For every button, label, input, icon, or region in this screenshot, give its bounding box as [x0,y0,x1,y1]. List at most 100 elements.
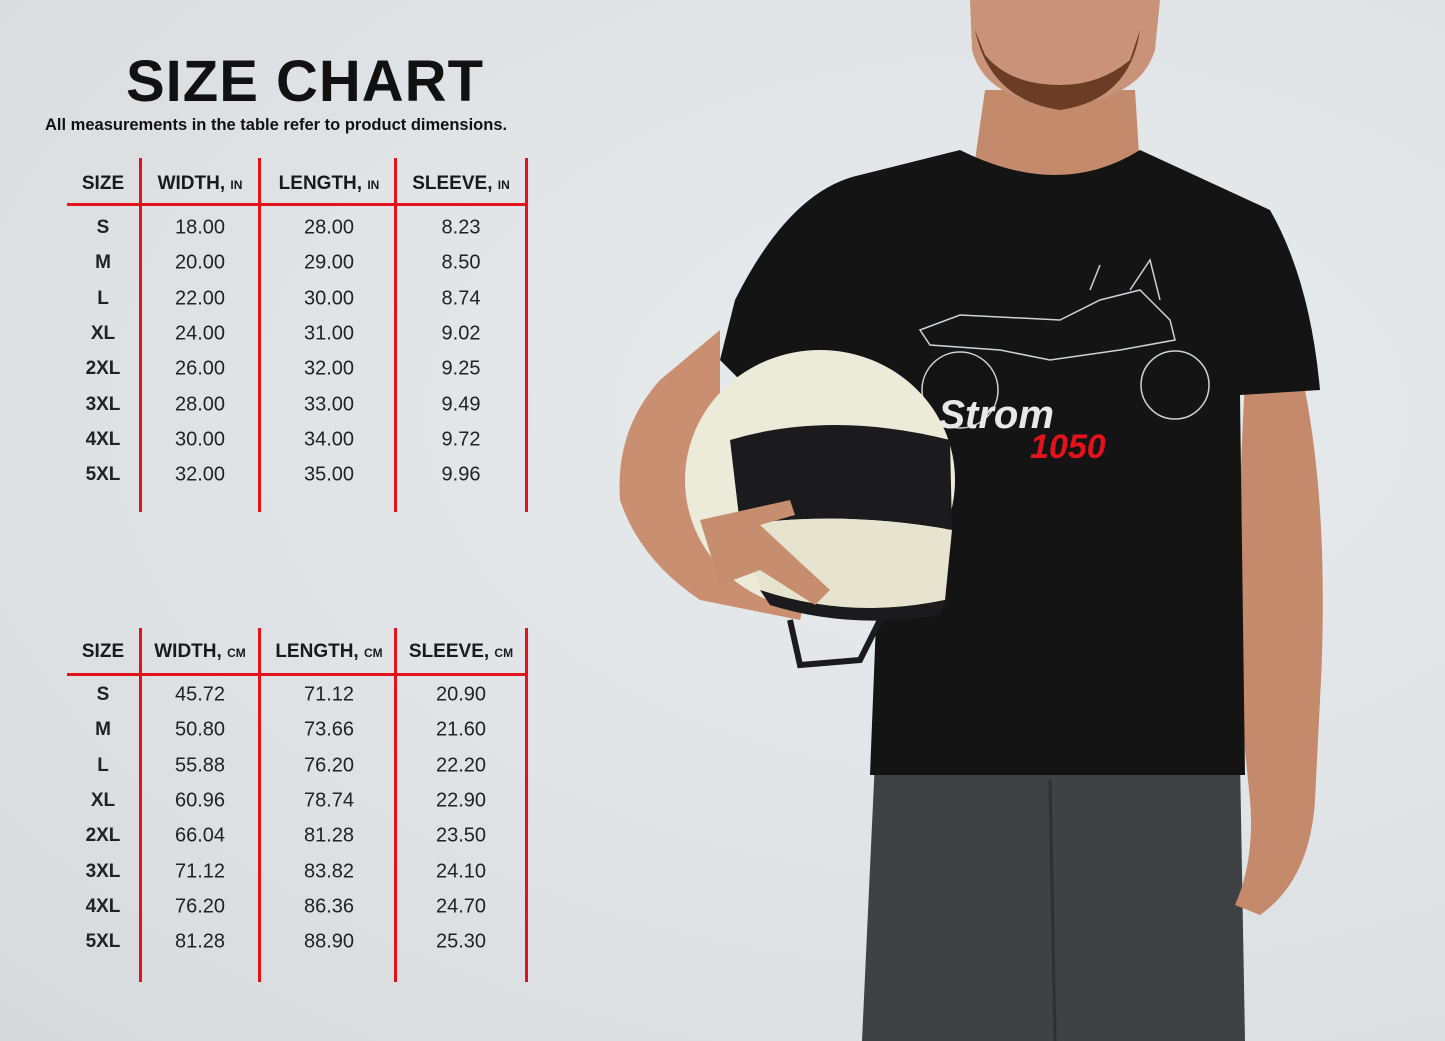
measurement-cell: 55.88 [174,754,226,777]
size-label: M [95,252,111,274]
measurement-cell: 81.28 [174,930,226,953]
measurement-cell: 20.00 [174,251,226,274]
header-divider [67,203,528,206]
column-divider [139,628,142,982]
column-header: LENGTH, IN [279,173,380,195]
measurement-cell: 76.20 [303,754,355,777]
measurement-cell: 9.25 [441,357,481,380]
measurement-cell: 34.00 [303,428,355,451]
left-arm [619,330,810,620]
measurement-cell: 25.30 [435,930,487,953]
measurement-cell: 71.12 [303,683,355,706]
column-header: LENGTH, CM [275,641,382,663]
measurement-cell: 81.28 [303,824,355,847]
size-tables: SIZE WIDTH, IN LENGTH, IN SLEEVE, IN S 18.00 2… [0,0,600,1041]
column-header: WIDTH, CM [154,641,246,663]
measurement-cell: 73.66 [303,718,355,741]
column-header: SIZE [82,173,124,195]
measurement-cell: 31.00 [303,322,355,345]
size-label: M [95,719,111,741]
measurement-cell: 24.00 [174,322,226,345]
column-header-unit: IN [367,178,380,192]
column-header-unit: IN [497,178,510,192]
measurement-cell: 8.74 [441,287,481,310]
size-label: 3XL [85,860,121,882]
motorcycle-graphic [918,258,1210,429]
measurement-cell: 28.00 [174,393,226,415]
column-divider [525,158,528,512]
measurement-cell: 32.00 [174,463,226,486]
t-shirt [720,150,1320,775]
hand [700,500,830,605]
column-header-label: SIZE [81,641,125,662]
shirt-print-model: 1050 [1030,428,1106,466]
measurement-cell: 88.90 [303,930,355,953]
column-header-label: SLEEVE, [408,641,490,662]
measurement-cell: 9.49 [441,393,481,415]
measurement-cell: 8.23 [441,216,481,239]
measurement-cell: 32.00 [303,357,355,380]
size-label: L [97,754,109,776]
measurement-cell: 35.00 [303,463,355,486]
measurement-cell: 21.60 [435,718,487,741]
helmet [685,350,955,669]
measurement-cell: 28.00 [303,216,355,239]
header-divider [67,673,528,676]
measurement-cell: 22.20 [435,754,487,777]
beard [975,30,1140,110]
size-label: 5XL [85,464,121,486]
measurement-cell: 60.96 [174,789,226,812]
neck [975,90,1140,183]
column-divider [394,158,397,512]
measurement-cell: 78.74 [303,789,355,812]
measurement-cell: 33.00 [303,393,355,415]
column-header-label: WIDTH, [157,173,226,194]
column-header: WIDTH, IN [158,173,243,195]
measurement-cell: 30.00 [174,428,226,451]
column-header: SIZE [82,641,124,663]
column-header-label: WIDTH, [154,641,222,662]
column-header: SLEEVE, IN [412,173,510,195]
column-header-label: SIZE [81,173,125,194]
measurement-cell: 8.50 [441,251,481,274]
column-header-unit: CM [364,646,383,660]
size-label: 5XL [85,931,121,953]
measurement-cell: 23.50 [435,824,487,847]
size-label: 4XL [85,895,121,917]
model-photo: -Strom 1050 [619,0,1323,1041]
measurement-cell: 9.96 [441,463,481,486]
measurement-cell: 24.70 [435,895,487,918]
measurement-cell: 22.00 [174,287,226,310]
measurement-cell: 30.00 [303,287,355,310]
page-subtitle: All measurements in the table refer to p… [45,116,508,134]
column-header-unit: CM [227,646,246,660]
right-arm [1235,380,1323,915]
size-label: 2XL [85,825,121,847]
measurement-cell: 50.80 [174,718,226,741]
size-label: L [97,287,109,309]
measurement-cell: 71.12 [174,860,226,882]
column-header-unit: IN [230,178,243,192]
measurement-cell: 86.36 [303,895,355,918]
column-divider [525,628,528,982]
column-header-label: LENGTH, [278,173,363,194]
column-divider [258,628,261,982]
column-header-label: LENGTH, [275,641,359,662]
size-label: XL [90,789,116,811]
size-label: S [96,217,110,238]
column-divider [394,628,397,982]
measurement-cell: 9.02 [441,322,481,345]
column-header-unit: CM [494,646,514,660]
measurement-cell: 22.90 [435,789,487,812]
size-label: S [96,684,110,705]
page-title: SIZE CHART [126,49,484,114]
shirt-print-name: -Strom [925,393,1054,437]
size-label: 3XL [85,393,121,415]
measurement-cell: 76.20 [174,895,226,918]
measurement-cell: 66.04 [174,824,226,847]
measurement-cell: 26.00 [174,357,226,380]
measurement-cell: 29.00 [303,251,355,274]
measurement-cell: 18.00 [174,216,226,239]
column-header: SLEEVE, CM [409,641,513,663]
measurement-cell: 45.72 [174,683,226,706]
